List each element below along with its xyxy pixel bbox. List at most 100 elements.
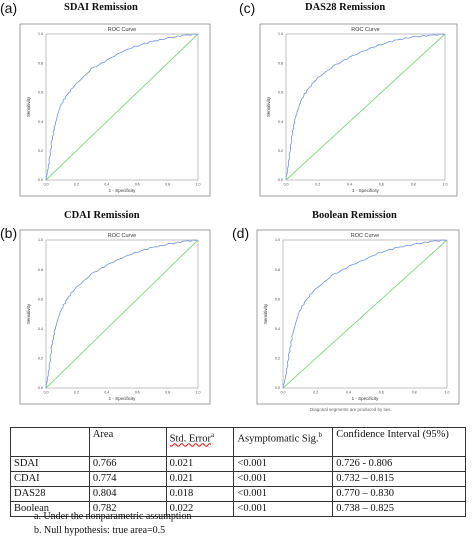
y-tick-label: 0.4: [38, 120, 43, 124]
panel-a-letter: (a): [0, 0, 18, 16]
y-tick-label: 0.4: [275, 327, 280, 331]
auc-table: Area Std. Errora Asymptomatic Sig.b Conf…: [10, 427, 466, 517]
x-axis-label: 1 - Specificity: [109, 396, 137, 401]
header-sig: Asymptomatic Sig.b: [233, 427, 334, 457]
reference-line: [45, 33, 199, 181]
y-tick-label: 0.6: [38, 297, 43, 301]
chart-title: ROC Curve: [351, 27, 379, 33]
row-area: 0.804: [88, 486, 167, 502]
x-tick-label: 0.0: [284, 183, 289, 187]
header-sig-sup: b: [318, 431, 323, 439]
y-tick-label: 0.2: [275, 357, 280, 361]
roc-chart-cdai: ROC Curve 0.00.0 0.2 0.2 0.4 0.4 0.6 0.6 0.8 0.8 1…: [19, 229, 211, 405]
x-tick-label: 1.0: [196, 183, 201, 187]
x-tick-label: 0.4: [347, 183, 352, 187]
header-std-error: Std. Errora: [165, 427, 235, 457]
footnote-b: b. Null hypothesis: true area=0.5: [34, 525, 166, 536]
table-row: Boolean 0.782 0.022 <0.001 0.738 – 0.825: [10, 501, 466, 517]
row-ci: 0.738 – 0.825: [332, 501, 466, 517]
x-tick-label: 0.4: [346, 391, 351, 395]
x-tick-label: 0.4: [104, 391, 109, 395]
plot-area: [285, 33, 446, 181]
x-tick-label: 0.2: [313, 391, 318, 395]
x-tick-label: 0.6: [379, 183, 384, 187]
x-tick-label: 0.6: [135, 391, 140, 395]
x-tick-label: 0.8: [165, 183, 170, 187]
row-name: DAS28: [10, 486, 90, 502]
roc-curve-line: [45, 239, 198, 389]
y-tick-label: 0.0: [275, 386, 280, 390]
row-area: 0.782: [88, 501, 167, 517]
y-tick-label: 0.8: [38, 61, 43, 65]
x-axis-label: 1 - Specificity: [352, 396, 380, 401]
x-tick-label: 0.0: [281, 391, 286, 395]
diagonal-note: Diagonal segments are produced by ties.: [310, 407, 392, 412]
panel-b-title: CDAI Remission: [64, 210, 140, 221]
header-area: Area: [88, 427, 167, 457]
y-tick-label: 0.8: [38, 268, 43, 272]
panel-d-title: Boolean Remission: [312, 210, 397, 221]
y-axis-label: Sensitivity: [266, 96, 271, 117]
x-tick-label: 0.6: [135, 183, 140, 187]
y-tick-label: 0.6: [278, 91, 283, 95]
x-tick-label: 1.0: [445, 391, 450, 395]
y-tick-label: 0.0: [38, 178, 43, 182]
chart-title: ROC Curve: [108, 233, 136, 239]
chart-title: ROC Curve: [108, 27, 136, 33]
y-axis-label: Sensitivity: [263, 303, 268, 324]
x-tick-label: 0.4: [104, 183, 109, 187]
x-tick-label: 0.8: [412, 391, 417, 395]
y-tick-label: 0.6: [275, 297, 280, 301]
y-tick-label: 0.4: [38, 327, 43, 331]
x-axis-label: 1 - Specificity: [109, 188, 137, 193]
y-tick-label: 1.0: [278, 32, 283, 36]
table-row: DAS28 0.804 0.018 <0.001 0.770 – 0.830: [10, 486, 466, 502]
y-tick-label: 1.0: [38, 238, 43, 242]
reference-line: [285, 33, 446, 181]
panel-d-letter: (d): [232, 225, 250, 241]
y-axis-label: Sensitivity: [26, 303, 31, 324]
roc-chart-das28: ROC Curve 0.00.0 0.2 0.2 0.4 0.4 0.6 0.6 0.8 0.8 1…: [259, 23, 458, 197]
row-se: 0.021: [165, 471, 235, 487]
x-tick-label: 0.2: [315, 183, 320, 187]
y-tick-label: 1.0: [38, 32, 43, 36]
header-sig-label: Asymptomatic Sig.: [237, 433, 319, 445]
y-tick-label: 1.0: [275, 238, 280, 242]
x-tick-label: 0.0: [44, 391, 49, 395]
y-tick-label: 0.4: [278, 120, 283, 124]
header-empty: [10, 427, 90, 457]
panel-c-title: DAS28 Remission: [305, 2, 386, 13]
roc-chart-sdai: ROC Curve 0.00.0 0.2 0.2 0.4 0.4 0.6 0.6 0.8 0.8 1…: [19, 23, 211, 197]
panel-a-title: SDAI Remission: [64, 2, 138, 13]
row-sig: <0.001: [233, 471, 334, 487]
row-area: 0.774: [88, 471, 167, 487]
x-tick-label: 0.2: [74, 391, 79, 395]
x-tick-label: 0.8: [411, 183, 416, 187]
x-tick-label: 1.0: [443, 183, 448, 187]
x-tick-label: 0.8: [165, 391, 170, 395]
y-tick-label: 0.8: [275, 268, 280, 272]
row-ci: 0.770 – 0.830: [332, 486, 466, 502]
y-tick-label: 0.0: [278, 178, 283, 182]
y-tick-label: 0.2: [278, 149, 283, 153]
table-row: CDAI 0.774 0.021 <0.001 0.732 – 0.815: [10, 471, 466, 487]
row-se: 0.018: [165, 486, 235, 502]
row-name: SDAI: [10, 456, 90, 472]
y-tick-label: 0.0: [38, 386, 43, 390]
y-tick-label: 0.2: [38, 357, 43, 361]
footnote-a: a. Under the nonparametric assumption: [34, 511, 192, 522]
plot-area: [45, 239, 199, 389]
y-axis-label: Sensitivity: [26, 96, 31, 117]
row-sig: <0.001: [233, 486, 334, 502]
header-ci: Confidence Interval (95%): [332, 427, 466, 457]
row-sig: <0.001: [233, 456, 334, 472]
row-ci: 0.726 - 0.806: [332, 456, 466, 472]
y-tick-label: 0.2: [38, 149, 43, 153]
table-header-row: Area Std. Errora Asymptomatic Sig.b Conf…: [10, 427, 466, 457]
roc-curve-line: [45, 33, 198, 181]
row-name: Boolean: [10, 501, 90, 517]
row-name: CDAI: [10, 471, 90, 487]
row-se: 0.021: [165, 456, 235, 472]
panel-c-letter: (c): [239, 0, 256, 16]
roc-curve-line: [282, 239, 447, 389]
